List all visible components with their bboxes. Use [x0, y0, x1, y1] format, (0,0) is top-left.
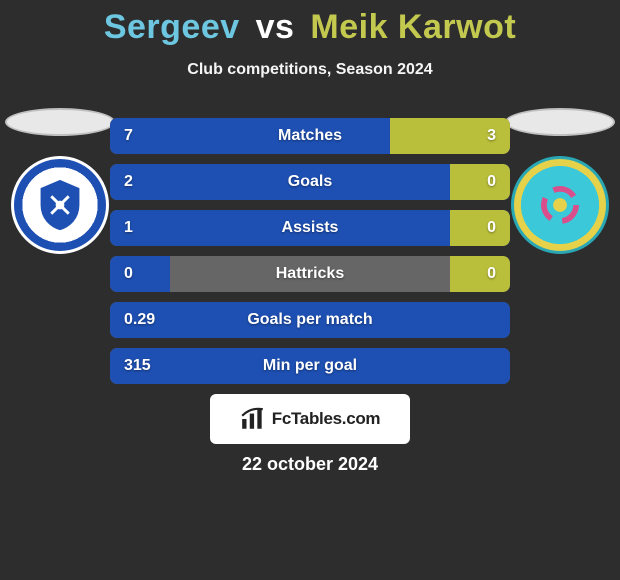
title-player-right: Meik Karwot — [310, 8, 516, 46]
page-title: Sergeev vs Meik Karwot — [0, 0, 620, 47]
shield-icon — [31, 176, 89, 234]
title-vs: vs — [256, 8, 295, 46]
date-text: 22 october 2024 — [0, 454, 620, 475]
club-badge-right — [511, 156, 609, 254]
stat-label: Min per goal — [110, 348, 510, 384]
player-photo-placeholder-left — [5, 108, 115, 136]
swirl-icon — [537, 182, 583, 228]
stat-row: 2Goals0 — [110, 164, 510, 200]
stat-row: 315Min per goal — [110, 348, 510, 384]
stat-value-right: 0 — [487, 256, 496, 292]
stat-label: Goals per match — [110, 302, 510, 338]
brand-badge: FcTables.com — [210, 394, 410, 444]
stat-row: 7Matches3 — [110, 118, 510, 154]
stat-label: Assists — [110, 210, 510, 246]
stat-value-right: 0 — [487, 164, 496, 200]
title-player-left: Sergeev — [104, 8, 240, 46]
player-right-column — [500, 108, 620, 254]
club-badge-left — [11, 156, 109, 254]
stat-value-right: 0 — [487, 210, 496, 246]
stat-label: Matches — [110, 118, 510, 154]
stat-label: Goals — [110, 164, 510, 200]
brand-text: FcTables.com — [272, 409, 381, 429]
subtitle: Club competitions, Season 2024 — [0, 61, 620, 79]
stats-bars: 7Matches32Goals01Assists00Hattricks00.29… — [110, 118, 510, 384]
stat-value-right: 3 — [487, 118, 496, 154]
stat-row: 1Assists0 — [110, 210, 510, 246]
player-left-column — [0, 108, 120, 254]
player-photo-placeholder-right — [505, 108, 615, 136]
chart-icon — [240, 406, 266, 432]
stat-row: 0Hattricks0 — [110, 256, 510, 292]
stat-label: Hattricks — [110, 256, 510, 292]
stat-row: 0.29Goals per match — [110, 302, 510, 338]
